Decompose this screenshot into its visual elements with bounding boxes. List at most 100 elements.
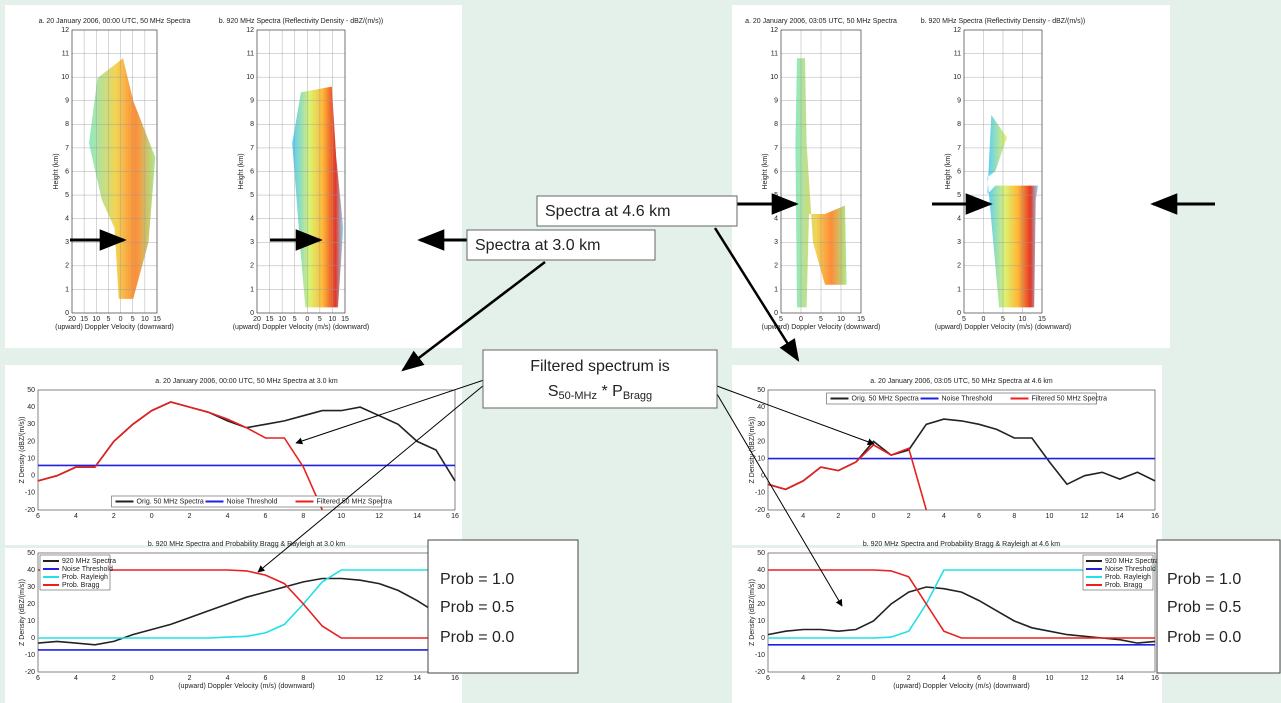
legend-label: Noise Threshold <box>227 498 278 505</box>
x-tick-label: 8 <box>301 675 305 682</box>
legend-label: Noise Threshold <box>942 395 993 402</box>
y-tick-label: 20 <box>757 438 765 445</box>
x-tick-label: 12 <box>1081 513 1089 520</box>
x-tick-label: 12 <box>375 513 383 520</box>
y-tick-label: 9 <box>65 98 69 105</box>
x-tick-label: 15 <box>80 316 88 323</box>
y-tick-label: 8 <box>774 121 778 128</box>
y-tick-label: 0 <box>250 310 254 317</box>
x-tick-label: 15 <box>1038 316 1046 323</box>
x-tick-label: 6 <box>264 675 268 682</box>
plot-frame <box>767 389 1156 511</box>
y-axis-label: Z Density (dBZ/(m/s)) <box>19 579 26 646</box>
x-tick-label: 10 <box>1046 513 1054 520</box>
y-tick-label: 6 <box>774 168 778 175</box>
x-tick-label: 14 <box>1116 675 1124 682</box>
series-line <box>37 577 456 646</box>
y-tick-label: 7 <box>250 145 254 152</box>
x-tick-label: 4 <box>801 513 805 520</box>
x-tick-label: 0 <box>305 316 309 323</box>
legend-label: Prob. Bragg <box>1105 582 1142 589</box>
legend-label: Filtered 50 MHz Spectra <box>317 498 393 505</box>
x-tick-label: 5 <box>1001 316 1005 323</box>
y-axis-label: Z Density (dBZ/(m/s)) <box>749 579 756 646</box>
x-tick-label: 4 <box>226 675 230 682</box>
x-tick-label: 16 <box>1151 675 1159 682</box>
y-tick-label: 40 <box>757 567 765 574</box>
x-tick-label: 6 <box>264 513 268 520</box>
callout: S <box>548 383 559 400</box>
plot-frame <box>256 29 346 314</box>
x-tick-label: 14 <box>1116 513 1124 520</box>
x-axis-label: (upward) Doppler Velocity (m/s) (downwar… <box>893 683 1030 690</box>
x-tick-label: 10 <box>141 316 149 323</box>
prob-label: Prob = 0.5 <box>1167 599 1241 616</box>
y-tick-label: 9 <box>957 98 961 105</box>
y-tick-label: 8 <box>65 121 69 128</box>
x-tick-label: 10 <box>837 316 845 323</box>
x-tick-label: 2 <box>907 675 911 682</box>
y-axis-label: Z Density (dBZ/(m/s)) <box>749 417 756 484</box>
y-axis-label: Height (km) <box>945 153 952 189</box>
y-tick-label: 0 <box>31 473 35 480</box>
x-tick-label: 6 <box>36 513 40 520</box>
chart-panel <box>732 365 1162 545</box>
x-tick-label: 0 <box>119 316 123 323</box>
y-tick-label: 1 <box>65 286 69 293</box>
y-tick-label: 6 <box>957 168 961 175</box>
y-tick-label: 2 <box>957 263 961 270</box>
x-tick-label: 2 <box>188 675 192 682</box>
y-tick-label: 3 <box>774 239 778 246</box>
subscript: 50-MHz <box>559 390 598 402</box>
y-tick-label: -20 <box>25 507 35 514</box>
y-tick-label: -10 <box>755 652 765 659</box>
x-tick-label: 0 <box>150 513 154 520</box>
y-tick-label: 50 <box>757 387 765 394</box>
y-tick-label: 20 <box>757 601 765 608</box>
x-tick-label: 14 <box>413 513 421 520</box>
y-tick-label: -10 <box>25 652 35 659</box>
legend-label: Noise Threshold <box>1105 566 1156 573</box>
y-tick-label: 5 <box>774 192 778 199</box>
y-axis-label: Height (km) <box>238 153 245 189</box>
chart-title: a. 20 January 2006, 03:05 UTC, 50 MHz Sp… <box>745 18 897 25</box>
x-axis-label: (upward) Doppler Velocity (downward) <box>762 324 881 331</box>
x-tick-label: 4 <box>74 675 78 682</box>
x-tick-label: 6 <box>977 675 981 682</box>
chart-title: a. 20 January 2006, 00:00 UTC, 50 MHz Sp… <box>155 378 338 385</box>
x-tick-label: 6 <box>766 513 770 520</box>
x-tick-label: 5 <box>962 316 966 323</box>
series-line <box>768 569 1155 639</box>
prob-label: Prob = 0.0 <box>1167 629 1241 646</box>
x-tick-label: 5 <box>318 316 322 323</box>
x-tick-label: 16 <box>451 513 459 520</box>
x-tick-label: 0 <box>872 513 876 520</box>
y-tick-label: 50 <box>757 550 765 557</box>
chart-title: b. 920 MHz Spectra (Reflectivity Density… <box>219 18 384 25</box>
x-tick-label: 5 <box>819 316 823 323</box>
x-tick-label: 10 <box>337 675 345 682</box>
y-tick-label: 11 <box>771 50 778 57</box>
y-tick-label: 40 <box>27 404 35 411</box>
y-tick-label: 10 <box>246 74 254 81</box>
callout-box <box>427 539 579 674</box>
x-tick-label: 14 <box>413 675 421 682</box>
legend-label: 920 MHz Spectra <box>62 558 116 565</box>
arrows <box>70 193 1215 607</box>
y-tick-label: 10 <box>757 618 765 625</box>
x-tick-label: 0 <box>872 675 876 682</box>
y-tick-label: 50 <box>27 550 35 557</box>
y-tick-label: 50 <box>27 387 35 394</box>
y-tick-label: 30 <box>27 421 35 428</box>
y-tick-label: 7 <box>65 145 69 152</box>
y-tick-label: 12 <box>246 27 254 34</box>
y-tick-label: 10 <box>61 74 69 81</box>
y-axis-label: Height (km) <box>53 153 60 189</box>
callout-box <box>1156 539 1281 674</box>
callout: Filtered spectrum is <box>530 358 670 375</box>
plot-frame <box>71 29 158 314</box>
x-tick-label: 16 <box>1151 513 1159 520</box>
chart-title: a. 20 January 2006, 00:00 UTC, 50 MHz Sp… <box>39 18 191 25</box>
y-tick-label: 10 <box>27 455 35 462</box>
spectra-image <box>89 58 156 299</box>
